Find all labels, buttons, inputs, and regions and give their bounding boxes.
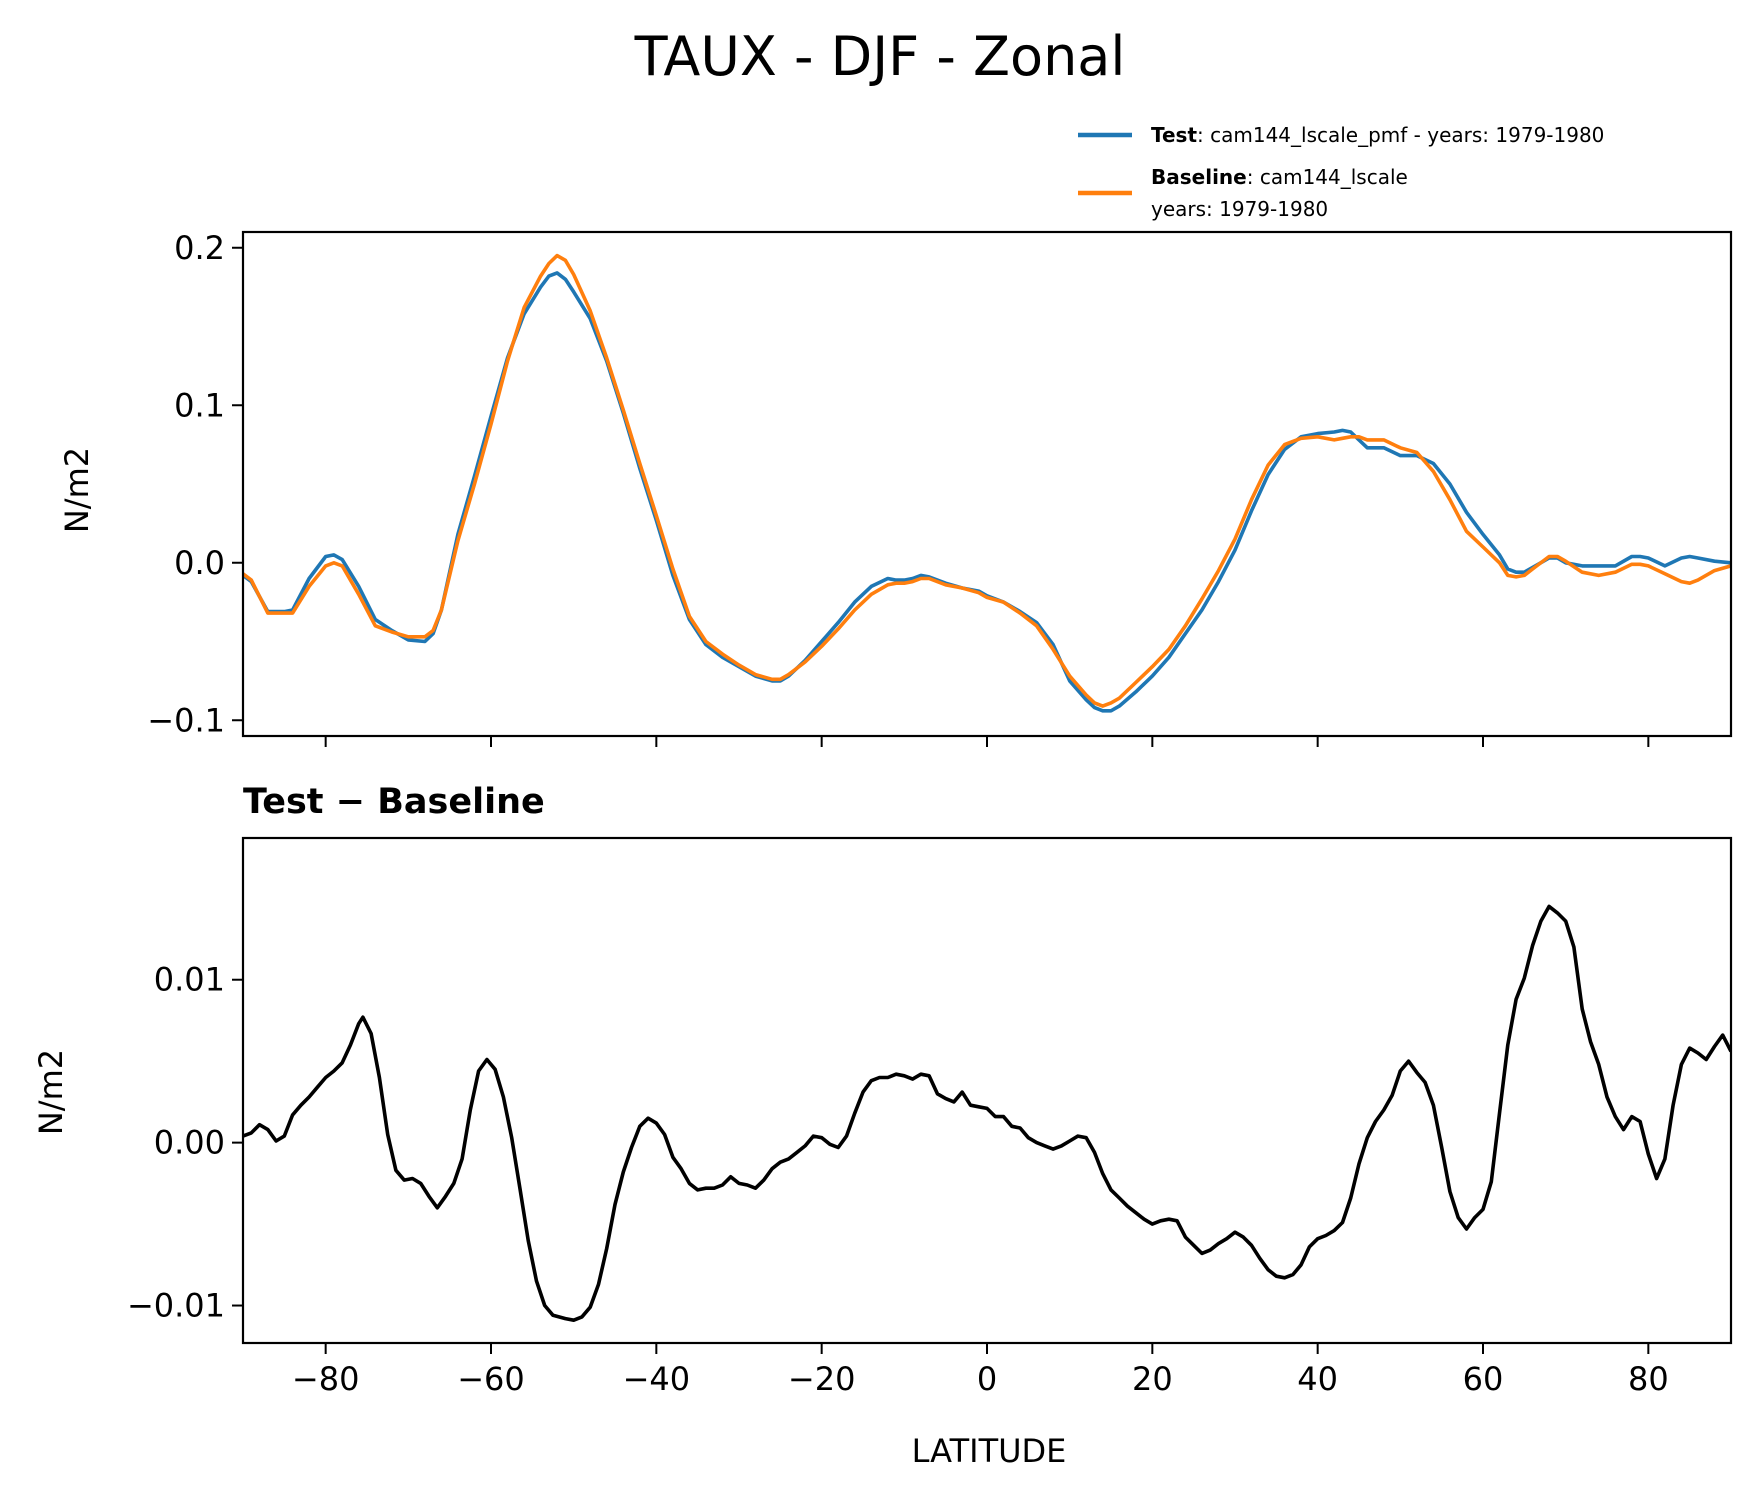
bottom-xtick-label: −60: [457, 1360, 525, 1398]
top-ytick-label: −0.1: [147, 701, 225, 739]
top-ytick-label: 0.2: [174, 229, 225, 267]
top-series-test-line: [243, 271, 1731, 713]
bottom-xtick-label: 0: [977, 1360, 997, 1398]
bottom-ytick-label: 0.00: [154, 1124, 225, 1162]
bottom-xtick-label: 80: [1628, 1360, 1669, 1398]
bottom-xtick-label: 40: [1297, 1360, 1338, 1398]
top-axis-ticks: −0.1 0.0 0.1 0.2: [147, 229, 1650, 747]
top-panel: −0.1 0.0 0.1 0.2 N/m2: [58, 229, 1733, 747]
top-series-lines: [243, 253, 1731, 713]
legend: Test: cam144_lscale_pmf - years: 1979-19…: [1078, 123, 1604, 221]
bottom-xtick-label: −20: [788, 1360, 856, 1398]
bottom-xtick-label: 60: [1463, 1360, 1504, 1398]
top-ytick-label: 0.1: [174, 386, 225, 424]
bottom-panel-title: Test − Baseline: [243, 782, 545, 822]
top-axes-frame: [241, 230, 1733, 738]
top-series-baseline-line: [243, 253, 1731, 708]
bottom-xtick-label: 20: [1132, 1360, 1173, 1398]
bottom-xtick-label: −40: [623, 1360, 691, 1398]
bottom-series-difference-line: [243, 904, 1731, 1322]
bottom-ytick-label: −0.01: [127, 1287, 225, 1325]
bottom-xtick-label: −80: [292, 1360, 360, 1398]
figure-title: TAUX - DJF - Zonal: [634, 25, 1126, 88]
bottom-axis-ticks: −80 −60 −40 −20 0 20 40 60 80 −0.01 0.00 0.01: [127, 961, 1669, 1398]
bottom-panel: Test − Baseline −80 −60 −40 −20 0 20 40 60 80 −0.…: [32, 782, 1733, 1470]
legend-test-label: Test: cam144_lscale_pmf - years: 1979-19…: [1151, 123, 1604, 147]
legend-baseline-label: Baseline: cam144_lscale: [1151, 165, 1408, 189]
legend-baseline-years: years: 1979-1980: [1151, 197, 1328, 221]
bottom-axes-frame: [241, 836, 1733, 1345]
top-ytick-label: 0.0: [174, 544, 225, 582]
x-axis-label: LATITUDE: [912, 1432, 1067, 1470]
bottom-series-lines: [243, 904, 1731, 1322]
bottom-y-axis-label: N/m2: [32, 1049, 70, 1135]
bottom-ytick-label: 0.01: [154, 961, 225, 999]
top-y-axis-label: N/m2: [58, 447, 96, 533]
